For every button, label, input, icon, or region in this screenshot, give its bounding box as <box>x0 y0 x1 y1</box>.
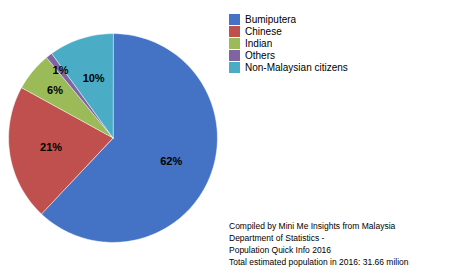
svg-text:21%: 21% <box>40 141 62 153</box>
html-text:Bumiputera: Bumiputera <box>245 14 297 25</box>
svg-text:10%: 10% <box>83 72 105 84</box>
html-text:Indian: Indian <box>245 38 273 49</box>
html-text:Non-Malaysian citizens: Non-Malaysian citizens <box>245 62 348 73</box>
svg-text:6%: 6% <box>47 84 63 96</box>
svg-text:1%: 1% <box>53 64 69 76</box>
html-text:Others: Others <box>245 50 275 61</box>
svg-text:62%: 62% <box>160 155 182 167</box>
html-text:Chinese: Chinese <box>245 26 282 37</box>
html-text:Compiled by Mini Me Insights f: Compiled by Mini Me Insights from Malays… <box>229 221 409 268</box>
